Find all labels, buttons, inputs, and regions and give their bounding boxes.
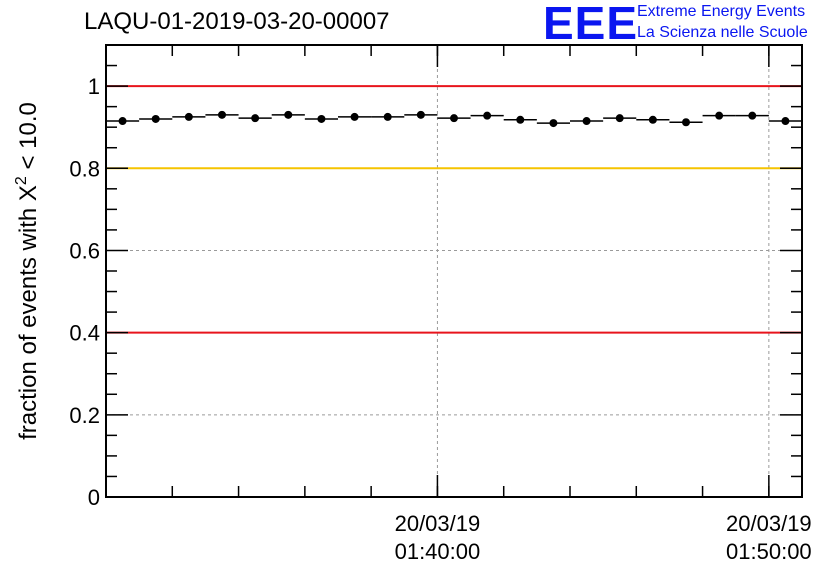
- logo-tagline-1: Extreme Energy Events: [637, 3, 806, 20]
- y-tick-label: 0.2: [69, 403, 100, 428]
- data-point: [682, 118, 690, 127]
- data-point: [450, 114, 458, 123]
- data-point: [218, 110, 226, 119]
- data-point: [184, 112, 193, 121]
- y-tick-labels: 0 0.2 0.4 0.6 0.8 1: [69, 74, 100, 510]
- chart-title: LAQU-01-2019-03-20-00007: [84, 8, 390, 35]
- logo-tagline-2: La Scienza nelle Scuole: [637, 24, 808, 41]
- y-tick-label: 0.4: [69, 321, 100, 346]
- data-point: [284, 110, 293, 119]
- data-point: [118, 117, 127, 126]
- y-axis-title-main: fraction of events with X: [15, 185, 42, 440]
- data-point: [781, 117, 790, 126]
- reference-lines: [106, 85, 802, 334]
- data-point: [549, 119, 558, 128]
- axes-frame: [105, 44, 803, 498]
- y-axis-title-tail: < 10.0: [15, 102, 42, 176]
- data-point: [483, 111, 492, 120]
- grid-layer: [106, 45, 802, 497]
- x-tick-label-date: 20/03/19: [726, 511, 812, 536]
- data-point: [582, 117, 591, 126]
- x-tick-labels: 20/03/19 01:40:00 20/03/19 01:50:00: [395, 511, 812, 564]
- eee-logo: EEE: [543, 0, 639, 49]
- data-series: [106, 110, 802, 128]
- data-point: [416, 110, 425, 119]
- x-tick-label-time: 01:40:00: [395, 539, 481, 564]
- y-tick-label: 0.8: [69, 156, 100, 181]
- data-point: [383, 112, 392, 121]
- x-tick-label-time: 01:50:00: [726, 539, 812, 564]
- y-tick-label: 0.6: [69, 238, 100, 263]
- data-point: [748, 111, 757, 120]
- plot-frame: [105, 44, 803, 498]
- y-tick-label: 1: [88, 74, 100, 99]
- data-point: [516, 115, 525, 124]
- data-point: [251, 114, 260, 123]
- data-point: [350, 112, 359, 121]
- data-point: [648, 115, 657, 124]
- x-tick-label-date: 20/03/19: [395, 511, 481, 536]
- data-point: [317, 114, 326, 123]
- y-axis-title-superscript: 2: [13, 176, 30, 185]
- data-point: [151, 114, 160, 123]
- y-axis-title: fraction of events with X2 < 10.0: [13, 102, 42, 440]
- y-tick-label: 0: [88, 485, 100, 510]
- data-point: [715, 111, 724, 120]
- data-point: [615, 114, 624, 123]
